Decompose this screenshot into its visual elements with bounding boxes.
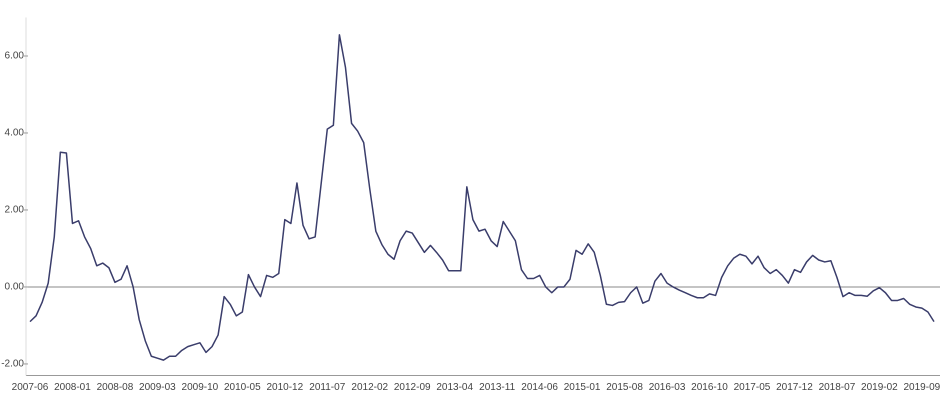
y-tick-label: -2.00 <box>1 359 24 370</box>
x-tick-label: 2017-12 <box>776 382 813 393</box>
x-tick-label: 2010-05 <box>224 382 261 393</box>
x-tick-label: 2019-02 <box>861 382 898 393</box>
x-tick-label: 2008-08 <box>97 382 134 393</box>
y-tick-label: 2.00 <box>5 205 25 216</box>
x-tick-label: 2010-12 <box>266 382 303 393</box>
x-tick-label: 2016-03 <box>649 382 686 393</box>
line-series <box>29 34 935 361</box>
x-tick-label: 2019-09 <box>904 382 941 393</box>
x-tick-label: 2009-03 <box>139 382 176 393</box>
y-tick-label: 6.00 <box>5 51 25 62</box>
x-tick-label: 2012-09 <box>394 382 431 393</box>
x-tick-label: 2014-06 <box>521 382 558 393</box>
x-tick-label: 2008-01 <box>54 382 91 393</box>
x-tick-label: 2016-10 <box>691 382 728 393</box>
x-tick-label: 2018-07 <box>819 382 856 393</box>
x-tick-label: 2007-06 <box>12 382 49 393</box>
x-tick-label: 2017-05 <box>734 382 771 393</box>
y-tick-label: 4.00 <box>5 128 25 139</box>
x-tick-label: 2015-01 <box>564 382 601 393</box>
x-tick-label: 2015-08 <box>606 382 643 393</box>
x-tick-label: 2013-11 <box>479 382 515 393</box>
x-tick-label: 2011-07 <box>309 382 345 393</box>
x-tick-label: 2012-02 <box>351 382 388 393</box>
x-tick-label: 2013-04 <box>436 382 473 393</box>
x-tick-label: 2009-10 <box>182 382 219 393</box>
y-tick-label: 0.00 <box>5 282 25 293</box>
